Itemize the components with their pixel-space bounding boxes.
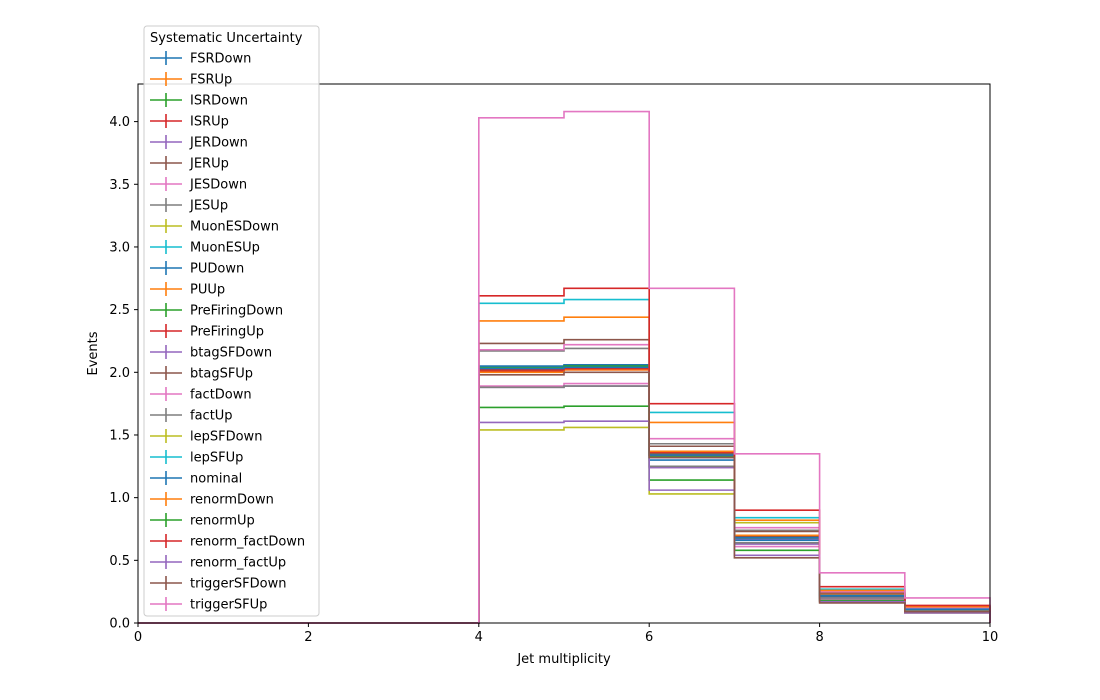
legend-item: MuonESDown (150, 219, 279, 235)
legend-label: factUp (190, 409, 233, 424)
legend-label: triggerSFDown (190, 577, 286, 592)
legend-item: PreFiringDown (150, 303, 283, 319)
legend-label: btagSFUp (190, 367, 253, 382)
legend-label: JESUp (189, 199, 228, 214)
legend-label: renormUp (190, 514, 255, 529)
legend-label: lepSFUp (190, 451, 243, 466)
legend-label: JESDown (189, 178, 247, 193)
x-tick-label: 0 (134, 630, 142, 645)
y-tick-label: 0.0 (109, 617, 130, 632)
legend-label: FSRUp (190, 73, 232, 88)
legend-item: btagSFDown (150, 345, 272, 361)
x-tick-label: 8 (815, 630, 823, 645)
legend-frame (143, 25, 320, 617)
legend-item: renorm_factUp (150, 555, 286, 571)
y-tick-label: 3.5 (109, 178, 130, 193)
legend-label: triggerSFUp (190, 598, 267, 613)
legend-item: renorm_factDown (150, 534, 305, 550)
legend-title: Systematic Uncertainty (150, 31, 303, 46)
legend: Systematic Uncertainty FSRDown FSRUp ISRDo… (143, 25, 320, 617)
y-tick-label: 1.0 (109, 491, 130, 506)
y-axis-label: Events (86, 331, 101, 375)
legend-item: PreFiringUp (150, 324, 264, 340)
plot-frame (137, 83, 991, 624)
legend-item: renormDown (150, 492, 274, 508)
legend-label: factDown (190, 388, 252, 403)
legend-item: triggerSFDown (150, 576, 286, 592)
legend-label: PUDown (190, 262, 244, 277)
legend-label: MuonESDown (190, 220, 279, 235)
legend-item: renormUp (150, 513, 255, 529)
axes-group: 0 2 4 6 8 10 0.0 0.5 1.0 1.5 2.0 2.5 3.0 3.5 4.0 (109, 83, 999, 645)
legend-item: lepSFUp (150, 450, 243, 466)
legend-label: JERUp (189, 157, 229, 172)
y-tick-label: 3.0 (109, 240, 130, 255)
legend-label: btagSFDown (190, 346, 272, 361)
legend-label: renorm_factDown (190, 535, 305, 550)
y-tick-label: 2.0 (109, 366, 130, 381)
y-tick-label: 1.5 (109, 428, 130, 443)
legend-item: ISRUp (150, 114, 229, 130)
legend-item: FSRDown (150, 51, 251, 67)
legend-item: factUp (150, 408, 233, 424)
legend-item: triggerSFUp (150, 597, 267, 613)
legend-item: JESUp (150, 198, 228, 214)
y-tick-label: 0.5 (109, 554, 130, 569)
legend-label: renorm_factUp (190, 556, 286, 571)
legend-label: MuonESUp (190, 241, 260, 256)
legend-label: lepSFDown (190, 430, 262, 445)
legend-label: JERDown (189, 136, 248, 151)
legend-label: PreFiringDown (190, 304, 283, 319)
legend-item: JERDown (150, 135, 248, 151)
x-tick-label: 10 (982, 630, 999, 645)
x-tick-label: 6 (645, 630, 653, 645)
legend-label: PreFiringUp (190, 325, 264, 340)
legend-item: MuonESUp (150, 240, 260, 256)
x-tick-label: 2 (304, 630, 312, 645)
y-tick-label: 2.5 (109, 303, 130, 318)
legend-label: ISRUp (190, 115, 229, 130)
legend-label: nominal (190, 472, 242, 487)
legend-item: ISRDown (150, 93, 248, 109)
legend-item: nominal (150, 471, 242, 487)
legend-item: JESDown (150, 177, 247, 193)
x-tick-label: 4 (475, 630, 483, 645)
y-tick-label: 4.0 (109, 115, 130, 130)
legend-label: ISRDown (190, 94, 248, 109)
legend-item: PUUp (150, 282, 225, 298)
legend-label: renormDown (190, 493, 274, 508)
legend-item: JERUp (150, 156, 229, 172)
legend-label: FSRDown (190, 52, 251, 67)
x-axis-label: Jet multiplicity (516, 652, 611, 667)
legend-item: btagSFUp (150, 366, 253, 382)
legend-item: lepSFDown (150, 429, 262, 445)
legend-item: FSRUp (150, 72, 232, 88)
legend-item: PUDown (150, 261, 244, 277)
legend-label: PUUp (190, 283, 225, 298)
legend-item: factDown (150, 387, 252, 403)
